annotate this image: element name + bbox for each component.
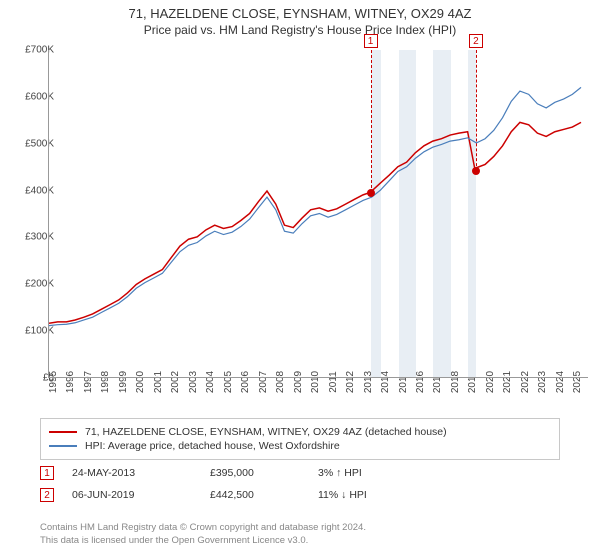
legend-item: 71, HAZELDENE CLOSE, EYNSHAM, WITNEY, OX… bbox=[49, 425, 551, 439]
chart-svg bbox=[49, 50, 588, 377]
footer-line: This data is licensed under the Open Gov… bbox=[40, 535, 560, 548]
footer: Contains HM Land Registry data © Crown c… bbox=[40, 522, 560, 548]
chart-title: 71, HAZELDENE CLOSE, EYNSHAM, WITNEY, OX… bbox=[0, 6, 600, 21]
event-marker-icon: 2 bbox=[40, 488, 54, 502]
legend-swatch bbox=[49, 445, 77, 447]
series-line-hpi bbox=[49, 87, 581, 325]
event-date: 24-MAY-2013 bbox=[72, 467, 192, 479]
event-delta: 11% ↓ HPI bbox=[318, 489, 438, 501]
event-price: £442,500 bbox=[210, 489, 300, 501]
legend-swatch bbox=[49, 431, 77, 433]
chart-subtitle: Price paid vs. HM Land Registry's House … bbox=[0, 23, 600, 37]
event-delta: 3% ↑ HPI bbox=[318, 467, 438, 479]
legend: 71, HAZELDENE CLOSE, EYNSHAM, WITNEY, OX… bbox=[40, 418, 560, 460]
marker-line bbox=[476, 50, 477, 171]
events-table: 1 24-MAY-2013 £395,000 3% ↑ HPI 2 06-JUN… bbox=[40, 462, 560, 506]
legend-label: HPI: Average price, detached house, West… bbox=[85, 440, 340, 452]
marker-box: 2 bbox=[469, 34, 483, 48]
marker-dot bbox=[472, 167, 480, 175]
event-price: £395,000 bbox=[210, 467, 300, 479]
event-marker-icon: 1 bbox=[40, 466, 54, 480]
footer-line: Contains HM Land Registry data © Crown c… bbox=[40, 522, 560, 535]
chart-area: 12 bbox=[48, 50, 588, 378]
marker-line bbox=[371, 50, 372, 193]
event-date: 06-JUN-2019 bbox=[72, 489, 192, 501]
legend-item: HPI: Average price, detached house, West… bbox=[49, 439, 551, 453]
legend-label: 71, HAZELDENE CLOSE, EYNSHAM, WITNEY, OX… bbox=[85, 426, 447, 438]
marker-box: 1 bbox=[364, 34, 378, 48]
series-line-price_paid bbox=[49, 122, 581, 323]
event-row: 1 24-MAY-2013 £395,000 3% ↑ HPI bbox=[40, 462, 560, 484]
marker-dot bbox=[367, 189, 375, 197]
title-block: 71, HAZELDENE CLOSE, EYNSHAM, WITNEY, OX… bbox=[0, 0, 600, 37]
event-row: 2 06-JUN-2019 £442,500 11% ↓ HPI bbox=[40, 484, 560, 506]
